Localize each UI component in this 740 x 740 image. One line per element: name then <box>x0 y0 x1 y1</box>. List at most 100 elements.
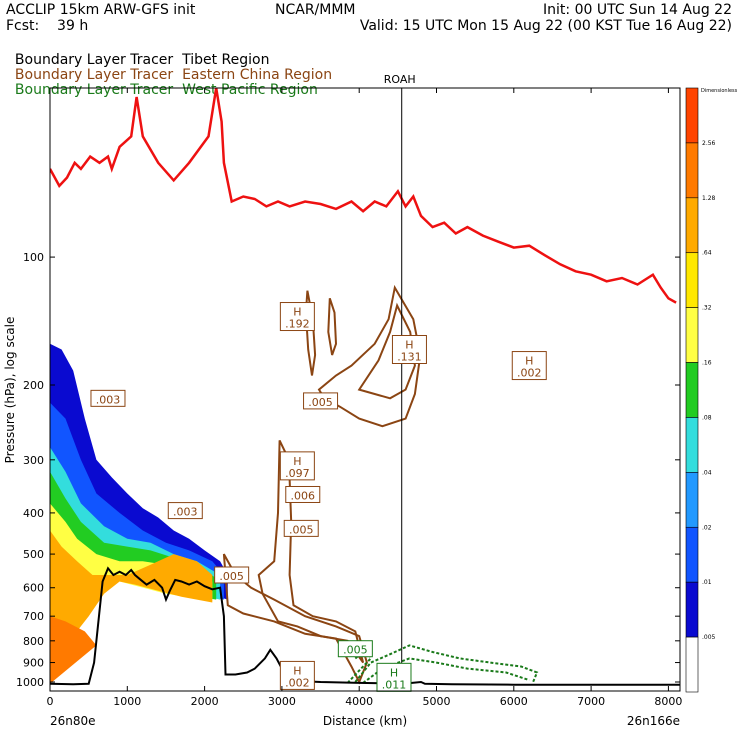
contour-label-box <box>279 660 315 690</box>
y-tick-label: 400 <box>23 507 44 520</box>
colorbar-level-label: .16 <box>702 360 712 367</box>
colorbar-level-label: .04 <box>702 469 712 476</box>
contour-label: .005 <box>214 566 250 584</box>
contour-label-text: H <box>293 455 301 468</box>
contour-label-box <box>167 502 203 520</box>
contour-label-box <box>337 640 373 658</box>
contour-label-text: H <box>293 306 301 319</box>
legend-tibet-prefix: Boundary Layer Tracer <box>14 52 174 68</box>
contour-label: H.002 <box>279 660 315 690</box>
legend-west-pacific-prefix: Boundary Layer Tracer <box>14 82 174 98</box>
contour-label: .003 <box>167 502 203 520</box>
colorbar-swatch <box>685 417 699 473</box>
contour-label-text: .005 <box>308 396 333 409</box>
contour-label-text: .097 <box>285 467 310 480</box>
colorbar-swatch <box>685 307 699 363</box>
contour-label-text: H <box>390 666 398 679</box>
contour-label-text: .006 <box>291 489 316 502</box>
colorbar-swatch <box>685 252 699 308</box>
contour-label: .005 <box>303 392 339 410</box>
colorbar-swatch <box>685 142 699 199</box>
contour-label-box <box>214 566 250 584</box>
x-tick-label: 5000 <box>423 695 451 708</box>
contour-label: H.131 <box>391 334 427 364</box>
colorbar-swatch <box>685 87 699 144</box>
plume-band <box>50 530 213 641</box>
contour-label-box <box>279 302 315 332</box>
y-tick-label: 900 <box>23 657 44 670</box>
contour-label-text: H <box>293 664 301 677</box>
y-axis-label: Pressure (hPa), log scale <box>3 317 17 464</box>
plot-frame <box>49 87 681 692</box>
colorbar-level-label: .08 <box>702 414 712 421</box>
contour-label-text: .003 <box>96 393 121 406</box>
x-tick-label: 6000 <box>500 695 528 708</box>
contour-label-text: .192 <box>285 318 310 331</box>
contour-label-text: .011 <box>382 678 407 691</box>
x-tick-label: 1000 <box>113 695 141 708</box>
eastern-china-contour <box>317 284 422 428</box>
x-tick-label: 2000 <box>191 695 219 708</box>
y-tick-label: 800 <box>23 635 44 648</box>
colorbar-top-label: Dimensionless <box>701 88 738 94</box>
contour-label-text: .005 <box>343 644 368 657</box>
plume-band <box>50 616 97 684</box>
y-tick-label: 100 <box>23 251 44 264</box>
contour-label-text: .005 <box>219 570 244 583</box>
colorbar-level-label: 1.28 <box>702 195 716 202</box>
contour-label-box <box>285 485 321 503</box>
colorbar-swatch <box>685 581 699 638</box>
legend-tibet: Boundary Layer Tracer Tibet Region <box>6 36 270 68</box>
colorbar-swatch <box>685 472 699 528</box>
y-tick-label: 600 <box>23 582 44 595</box>
contour-label-text: H <box>525 355 533 368</box>
right-endpoint-label: 26n166e <box>627 714 680 728</box>
contour-label-box <box>90 389 126 407</box>
tibet-tracer-plume <box>50 343 228 684</box>
eastern-china-contour <box>327 297 338 356</box>
y-tick-label: 500 <box>23 548 44 561</box>
contour-label-box <box>303 392 339 410</box>
west-pacific-contour <box>354 644 539 683</box>
legend-west-pacific: Boundary Layer Tracer West Pacific Regio… <box>6 66 318 98</box>
x-axis: 0 1000 2000 3000 4000 5000 6000 7000 8000 <box>47 88 682 708</box>
contour-label-text: H <box>405 338 413 351</box>
contour-label: H.011 <box>376 662 412 692</box>
terrain-line <box>50 566 680 686</box>
eastern-china-contours <box>222 284 422 685</box>
colorbar-swatch <box>685 197 699 254</box>
legend-tibet-region: Tibet Region <box>182 52 270 68</box>
contour-label-text: .002 <box>517 367 542 380</box>
left-endpoint-label: 26n80e <box>50 714 96 728</box>
colorbar-level-label: .64 <box>702 250 712 257</box>
x-tick-label: 4000 <box>345 695 373 708</box>
contour-label-box <box>283 519 319 537</box>
tropopause-line <box>50 88 677 304</box>
west-pacific-contours <box>346 644 539 684</box>
contour-label-box <box>391 334 427 364</box>
y-tick-label: 1000 <box>16 676 44 689</box>
contour-label-text: .005 <box>289 523 314 536</box>
y-axis: 100 200 300 400 500 600 700 800 900 1000 <box>16 251 680 689</box>
legend-eastern-china: Boundary Layer Tracer Eastern China Regi… <box>6 51 332 83</box>
colorbar-swatch <box>685 526 699 583</box>
colorbar-swatch <box>685 636 699 693</box>
contour-label-text: .002 <box>285 676 310 689</box>
colorbar-level-label: .02 <box>702 524 712 531</box>
colorbar-level-label: .005 <box>702 634 716 641</box>
colorbar-level-label: .01 <box>702 579 712 586</box>
y-tick-label: 700 <box>23 610 44 623</box>
roah-marker-label: ROAH <box>384 73 416 86</box>
contour-label-text: .003 <box>173 506 198 519</box>
colorbar: Dimensionless 2.56 1.28 .64 .32 .16 .08 .04 .02.… <box>685 87 738 693</box>
header-line1-right: Init: 00 UTC Sun 14 Aug 22 <box>543 2 732 18</box>
contour-label: .006 <box>285 485 321 503</box>
colorbar-swatch <box>685 362 699 418</box>
x-tick-label: 0 <box>47 695 54 708</box>
x-axis-label: Distance (km) <box>323 714 407 728</box>
contour-label: H.002 <box>511 351 547 381</box>
header-line2-left: Fcst: 39 h <box>6 18 89 34</box>
contour-label: .005 <box>283 519 319 537</box>
